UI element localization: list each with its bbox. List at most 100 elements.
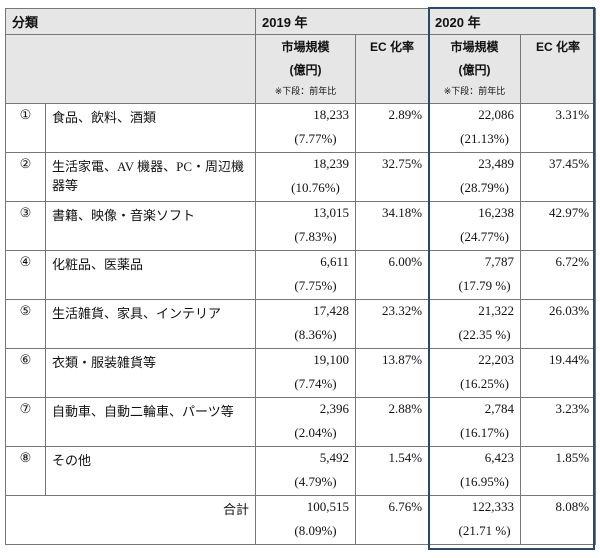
market-size-cell: 6,611 (7.75%): [255, 250, 357, 300]
header-row: 分類 2019 年 2020 年: [4, 8, 597, 35]
yoy: (7.75%): [294, 278, 337, 293]
ec-rate: 13.87%: [355, 348, 430, 398]
total-label: 合計: [4, 495, 257, 545]
ec-rate: 6.76%: [355, 495, 430, 545]
ec-rate: 6.72%: [520, 250, 597, 300]
label: 市場規模: [450, 40, 499, 54]
data-row: ④ 化粧品、医薬品 6,611 (7.75%) 6.00% 7,787 (17.79 %) 6…: [5, 250, 597, 300]
ec-rate: 2.88%: [355, 397, 430, 447]
market-size: 21,322: [478, 303, 515, 318]
market-size-cell: 100,515 (8.09%): [255, 495, 357, 545]
header-market: 市場規模 (億円) ※下段：前年比: [428, 34, 522, 104]
total-row: 合計 100,515 (8.09%) 6.76% 122,333 (21.71 %) 8.0…: [4, 495, 597, 545]
market-size: 18,233: [313, 107, 350, 122]
yoy: (7.74%): [294, 376, 337, 391]
ec-rate: 26.03%: [520, 299, 597, 349]
market-size-cell: 16,238 (24.77%): [428, 201, 522, 251]
market-size-cell: 21,322 (22.35 %): [428, 299, 522, 349]
market-size-cell: 2,396 (2.04%): [255, 397, 357, 447]
market-size-cell: 22,086 (21.13%): [428, 103, 522, 153]
market-size: 22,086: [478, 107, 515, 122]
header-ec: EC 化率: [520, 34, 597, 104]
market-size: 19,100: [313, 352, 350, 367]
market-size-cell: 7,787 (17.79 %): [428, 250, 522, 300]
yoy: (21.13%): [460, 131, 509, 146]
note: ※下段：前年比: [443, 86, 506, 96]
category: 自動車、自動二輪車、パーツ等: [44, 397, 257, 447]
ec-rate: 37.45%: [520, 152, 597, 202]
category: 生活家電、AV 機器、PC・周辺機器等: [44, 152, 257, 202]
market-size-cell: 18,239 (10.76%): [255, 152, 357, 202]
ec-rate: 3.31%: [520, 103, 597, 153]
note: ※下段：前年比: [274, 86, 337, 96]
market-size: 5,492: [319, 450, 350, 465]
market-size: 100,515: [306, 499, 350, 514]
data-row: ① 食品、飲料、酒類 18,233 (7.77%) 2.89% 22,086 (21.13%…: [5, 103, 597, 153]
yoy: (24.77%): [460, 229, 509, 244]
data-row: ⑧ その他 5,492 (4.79%) 1.54% 6,423 (16.95%) 1.85%: [5, 446, 597, 496]
market-size-cell: 23,489 (28.79%): [428, 152, 522, 202]
row-number: ②: [5, 152, 46, 202]
yoy: (8.36%): [294, 327, 337, 342]
market-size: 17,428: [313, 303, 350, 318]
data-row: ⑤ 生活雑貨、家具、インテリア 17,428 (8.36%) 23.32% 21,322 (…: [5, 299, 597, 349]
yoy: (8.09%): [294, 523, 337, 538]
market-size-cell: 17,428 (8.36%): [255, 299, 357, 349]
yoy: (7.83%): [294, 229, 337, 244]
header-row: 市場規模 (億円) ※下段：前年比 EC 化率 市場規模 (億円) ※下段：前年比 EC…: [4, 34, 597, 104]
row-number: ⑧: [5, 446, 46, 496]
category: 生活雑貨、家具、インテリア: [44, 299, 257, 349]
market-size-cell: 6,423 (16.95%): [428, 446, 522, 496]
yoy: (16.95%): [460, 474, 509, 489]
yoy: (22.35 %): [458, 327, 511, 342]
market-size-cell: 122,333 (21.71 %): [428, 495, 522, 545]
market-size-cell: 18,233 (7.77%): [255, 103, 357, 153]
market-size: 18,239: [313, 156, 350, 171]
ec-rate: 32.75%: [355, 152, 430, 202]
header-market: 市場規模 (億円) ※下段：前年比: [255, 34, 357, 104]
market-size-cell: 19,100 (7.74%): [255, 348, 357, 398]
header-ec: EC 化率: [355, 34, 430, 104]
yoy: (17.79 %): [458, 278, 511, 293]
yoy: (7.77%): [294, 131, 337, 146]
category: その他: [44, 446, 257, 496]
ec-rate: 34.18%: [355, 201, 430, 251]
market-size: 2,784: [484, 401, 515, 416]
market-size: 2,396: [319, 401, 350, 416]
ec-market-table: 分類 2019 年 2020 年 市場規模 (億円) ※下段：前年比 EC 化率 市…: [4, 8, 597, 545]
row-number: ⑦: [5, 397, 46, 447]
data-row: ③ 書籍、映像・音楽ソフト 13,015 (7.83%) 34.18% 16,238 (24…: [5, 201, 597, 251]
header-year: 2020 年: [428, 8, 597, 35]
row-number: ④: [5, 250, 46, 300]
category: 食品、飲料、酒類: [44, 103, 257, 153]
market-size: 13,015: [313, 205, 350, 220]
yoy: (4.79%): [294, 474, 337, 489]
ec-rate: 1.54%: [355, 446, 430, 496]
row-number: ⑤: [5, 299, 46, 349]
yoy: (16.17%): [460, 425, 509, 440]
ec-rate: 3.23%: [520, 397, 597, 447]
data-row: ⑥ 衣類・服装雑貨等 19,100 (7.74%) 13.87% 22,203 (16.25…: [5, 348, 597, 398]
category: 化粧品、医薬品: [44, 250, 257, 300]
ec-rate: 1.85%: [520, 446, 597, 496]
data-row: ② 生活家電、AV 機器、PC・周辺機器等 18,239 (10.76%) 32.75%…: [5, 152, 597, 202]
market-size: 23,489: [478, 156, 515, 171]
ec-rate: 8.08%: [520, 495, 597, 545]
market-size: 6,611: [320, 254, 350, 269]
row-number: ①: [5, 103, 46, 153]
ec-rate: 6.00%: [355, 250, 430, 300]
market-size-cell: 2,784 (16.17%): [428, 397, 522, 447]
ec-rate: 42.97%: [520, 201, 597, 251]
yoy: (2.04%): [294, 425, 337, 440]
yoy: (10.76%): [291, 180, 340, 195]
category: 衣類・服装雑貨等: [44, 348, 257, 398]
market-size: 6,423: [484, 450, 515, 465]
ec-rate: 19.44%: [520, 348, 597, 398]
market-size: 16,238: [478, 205, 515, 220]
category: 書籍、映像・音楽ソフト: [44, 201, 257, 251]
label: (億円): [458, 63, 491, 77]
row-number: ③: [5, 201, 46, 251]
yoy: (21.71 %): [458, 523, 511, 538]
ec-rate: 2.89%: [355, 103, 430, 153]
